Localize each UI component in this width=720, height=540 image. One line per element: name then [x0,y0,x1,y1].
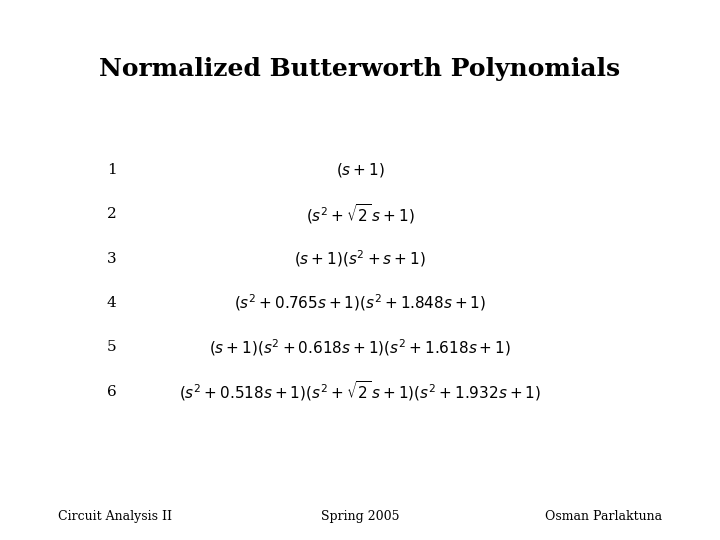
Text: 4: 4 [107,296,117,310]
Text: 5: 5 [107,340,117,354]
Text: Spring 2005: Spring 2005 [320,510,400,523]
Text: $(s^{2}+\sqrt{2}\,s+1)$: $(s^{2}+\sqrt{2}\,s+1)$ [305,202,415,226]
Text: $(s^{2}+0.765s+1)(s^{2}+1.848s+1)$: $(s^{2}+0.765s+1)(s^{2}+1.848s+1)$ [234,293,486,313]
Text: 3: 3 [107,252,117,266]
Text: $(s^{2}+0.518s+1)(s^{2}+\sqrt{2}\,s+1)(s^{2}+1.932s+1)$: $(s^{2}+0.518s+1)(s^{2}+\sqrt{2}\,s+1)(s… [179,380,541,403]
Text: $(s+1)(s^{2}+s+1)$: $(s+1)(s^{2}+s+1)$ [294,248,426,269]
Text: $(s+1)(s^{2}+0.618s+1)(s^{2}+1.618s+1)$: $(s+1)(s^{2}+0.618s+1)(s^{2}+1.618s+1)$ [209,337,511,357]
Text: Normalized Butterworth Polynomials: Normalized Butterworth Polynomials [99,57,621,80]
Text: Circuit Analysis II: Circuit Analysis II [58,510,171,523]
Text: 2: 2 [107,207,117,221]
Text: 6: 6 [107,384,117,399]
Text: $(s+1)$: $(s+1)$ [336,161,384,179]
Text: 1: 1 [107,163,117,177]
Text: Osman Parlaktuna: Osman Parlaktuna [545,510,662,523]
